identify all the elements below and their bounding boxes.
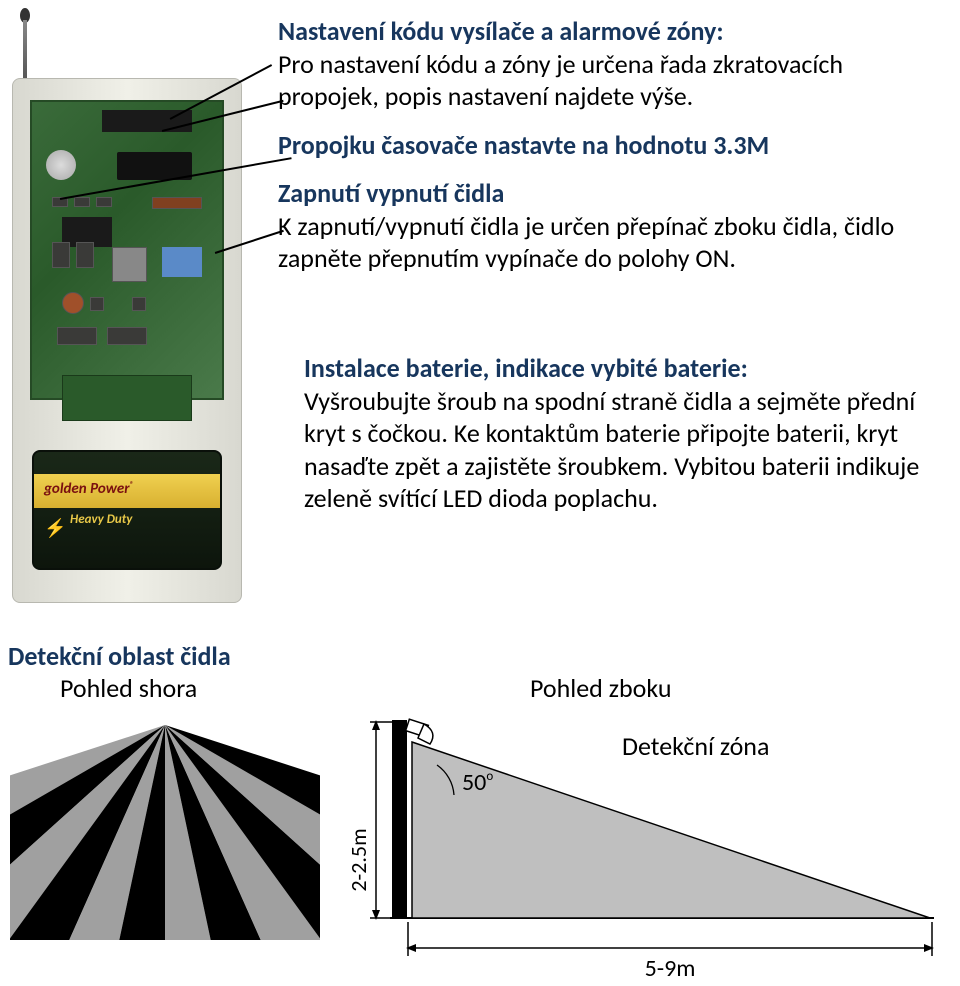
section-battery: Instalace baterie, indikace vybité bater…	[304, 352, 936, 515]
bottom-section: Detekční oblast čidla Pohled shora Pohle…	[0, 640, 960, 980]
text-column: Nastavení kódu vysílače a alarmové zóny:…	[278, 15, 938, 281]
wall	[392, 720, 407, 918]
paragraph: Pro nastavení kódu a zóny je určena řada…	[278, 48, 938, 113]
battery-grade: Heavy Duty	[70, 512, 132, 527]
section-on-off: Zapnutí vypnutí čidla K zapnutí/vypnutí …	[278, 177, 938, 275]
side-view-diagram: 50o Detekční zóna 2-2.5m 5-9m	[352, 710, 942, 985]
smd-components	[52, 197, 212, 357]
circuit-board	[30, 100, 224, 400]
range-dimension: 5-9m	[406, 922, 934, 983]
antenna-rod	[23, 20, 27, 80]
height-dimension: 2-2.5m	[352, 720, 392, 920]
side-view-label: Pohled zboku	[530, 672, 672, 704]
heading: Propojku časovače nastavte na hodnotu 3.…	[278, 129, 938, 162]
battery: golden Power® ⚡ Heavy Duty	[32, 450, 222, 570]
lightning-icon: ⚡	[44, 517, 66, 539]
sensor-icon	[406, 719, 433, 744]
section-timer-jumper: Propojku časovače nastavte na hodnotu 3.…	[278, 129, 938, 162]
section-code-settings: Nastavení kódu vysílače a alarmové zóny:…	[278, 15, 938, 113]
coin-cell	[46, 150, 76, 180]
detection-area-heading: Detekční oblast čidla	[8, 640, 231, 672]
device-illustration: golden Power® ⚡ Heavy Duty	[0, 0, 260, 620]
zone-label: Detekční zóna	[622, 730, 769, 762]
paragraph: K zapnutí/vypnutí čidla je určen přepína…	[278, 210, 938, 275]
height-label: 2-2.5m	[352, 828, 372, 891]
battery-brand: golden Power®	[44, 480, 134, 498]
heading: Instalace baterie, indikace vybité bater…	[304, 352, 936, 385]
top-view-label: Pohled shora	[60, 672, 197, 704]
heading: Zapnutí vypnutí čidla	[278, 177, 938, 210]
top-view-diagram	[10, 715, 320, 945]
heading: Nastavení kódu vysílače a alarmové zóny:	[278, 15, 938, 48]
paragraph: Vyšroubujte šroub na spodní straně čidla…	[304, 385, 936, 515]
range-label: 5-9m	[645, 954, 696, 983]
top-section: golden Power® ⚡ Heavy Duty Nastavení kód…	[0, 0, 960, 620]
daughter-board	[62, 375, 192, 421]
